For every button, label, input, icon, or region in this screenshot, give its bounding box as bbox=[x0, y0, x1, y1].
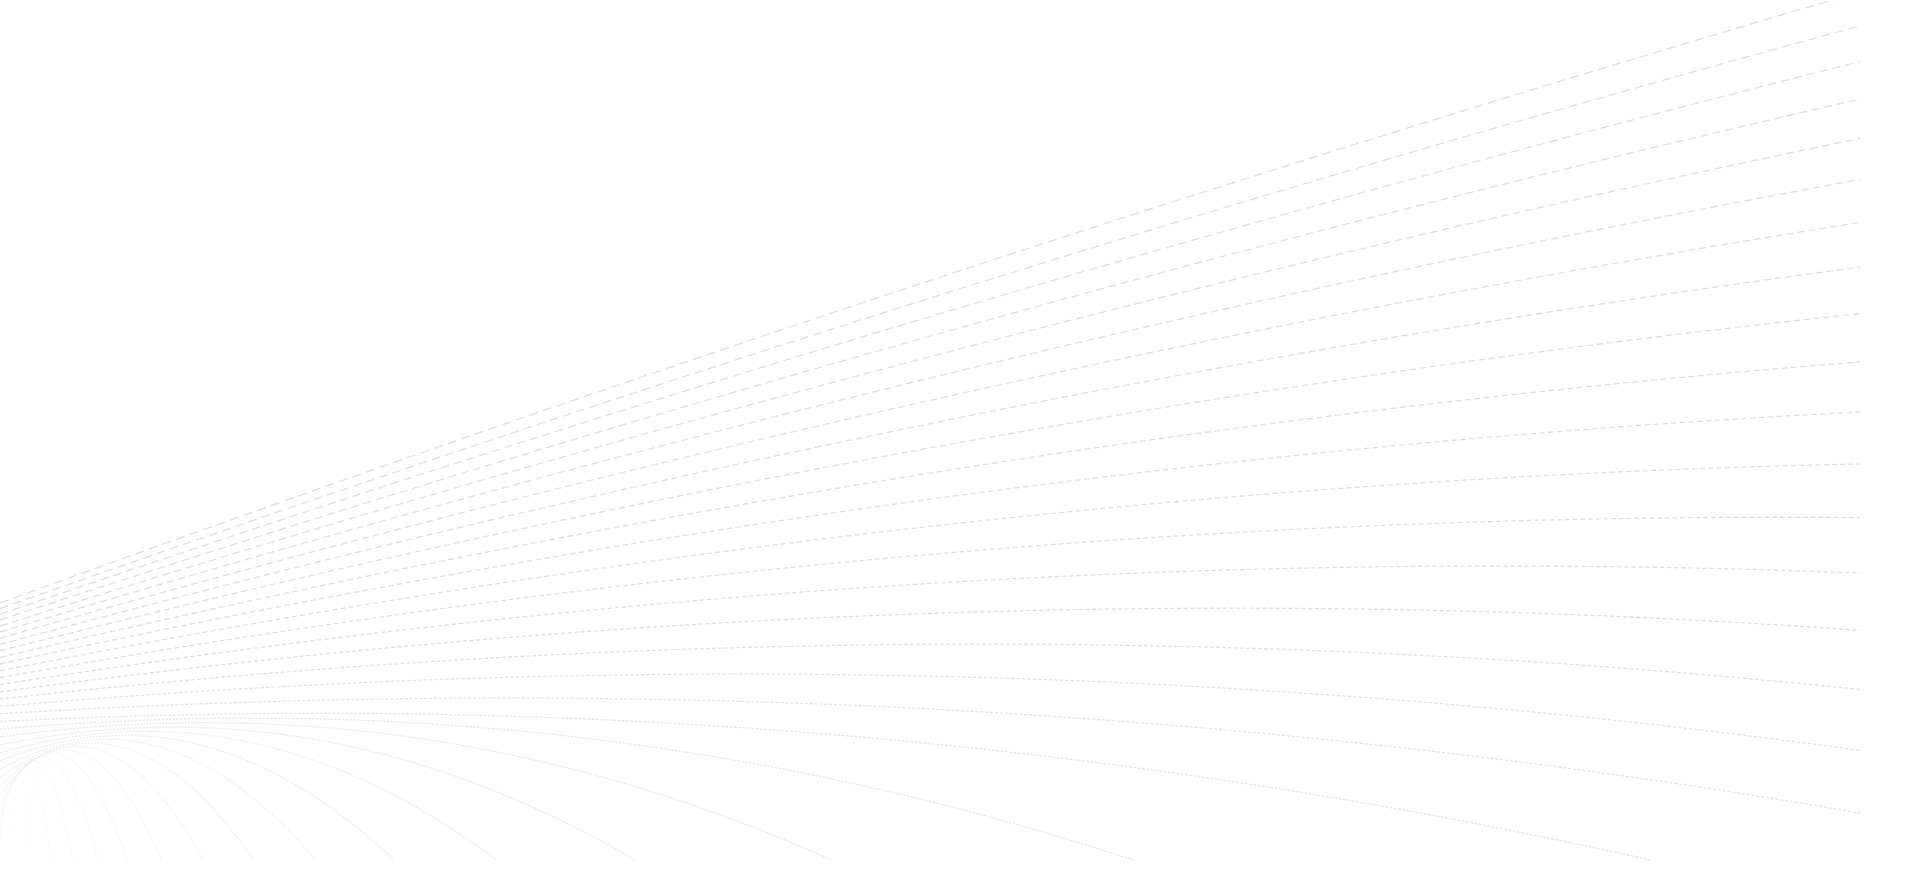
wave-line bbox=[0, 137, 1861, 627]
wave-line bbox=[0, 762, 52, 861]
wave-line bbox=[0, 313, 1861, 652]
wave-line bbox=[0, 411, 1861, 665]
wave-line bbox=[0, 697, 1861, 814]
wave-line bbox=[0, 61, 1861, 615]
wave-line bbox=[0, 25, 1861, 610]
wave-line bbox=[0, 730, 498, 861]
wave-line bbox=[0, 756, 99, 861]
wave-line bbox=[0, 768, 17, 861]
wave-line bbox=[0, 738, 317, 861]
wave-line bbox=[0, 765, 33, 861]
wave-line bbox=[0, 722, 833, 861]
wave-line bbox=[0, 463, 1861, 672]
wave-line bbox=[0, 742, 255, 861]
wave-line bbox=[0, 98, 1861, 621]
wave-line bbox=[0, 178, 1861, 633]
wave-line bbox=[0, 516, 1861, 679]
wave-line bbox=[0, 746, 204, 861]
wave-line bbox=[0, 221, 1861, 639]
wave-line bbox=[0, 361, 1861, 658]
wave-line bbox=[0, 717, 1134, 861]
wave-line bbox=[0, 752, 128, 861]
wave-line bbox=[0, 759, 74, 861]
wave-line bbox=[0, 726, 636, 861]
wave-line bbox=[0, 607, 1861, 693]
wave-line bbox=[0, 0, 1835, 604]
wave-line bbox=[0, 712, 1651, 861]
wave-line bbox=[0, 266, 1861, 645]
wave-line bbox=[0, 565, 1861, 686]
wave-line bbox=[0, 673, 1861, 751]
wave-line bbox=[0, 643, 1861, 700]
wave-line bbox=[0, 749, 163, 861]
wave-line bbox=[0, 734, 395, 861]
